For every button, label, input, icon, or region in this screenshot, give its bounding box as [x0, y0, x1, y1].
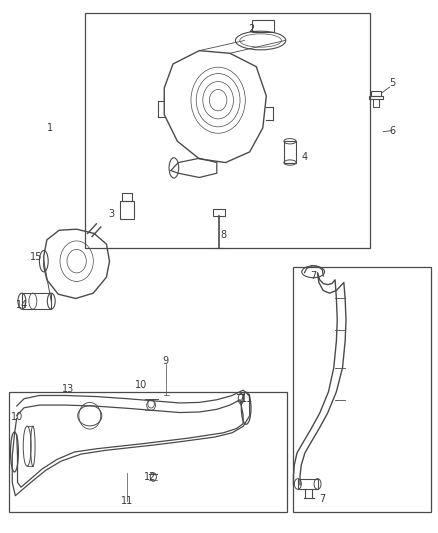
Text: 7: 7: [319, 495, 325, 504]
Text: 10: 10: [11, 413, 24, 422]
Text: 5: 5: [389, 78, 395, 87]
Text: 9: 9: [162, 357, 169, 366]
Text: 12: 12: [144, 472, 156, 482]
Bar: [293, 266, 431, 512]
Text: 13: 13: [62, 384, 74, 394]
Text: 11: 11: [241, 394, 254, 403]
Text: 11: 11: [121, 496, 133, 506]
Text: 7: 7: [310, 271, 316, 281]
Text: 3: 3: [109, 209, 115, 219]
Text: 1: 1: [47, 123, 53, 133]
Text: 8: 8: [220, 230, 226, 239]
Text: 2: 2: [249, 25, 255, 34]
Bar: [9, 392, 287, 512]
Text: 14: 14: [16, 301, 28, 310]
Text: 6: 6: [389, 126, 395, 135]
Text: 10: 10: [135, 380, 148, 390]
Text: 4: 4: [301, 152, 307, 162]
Text: 15: 15: [30, 253, 42, 262]
Bar: [85, 13, 370, 248]
